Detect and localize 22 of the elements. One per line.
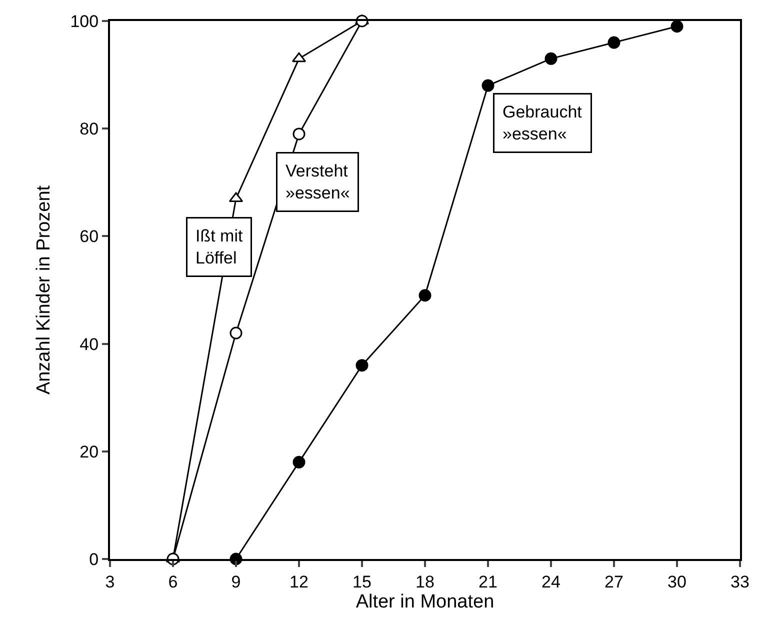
- x-tick-label: 6: [168, 572, 178, 592]
- x-tick-label: 21: [478, 572, 498, 592]
- x-tick-label: 3: [105, 572, 115, 592]
- y-tick-label: 20: [80, 442, 99, 462]
- y-tick-label: 60: [80, 227, 99, 246]
- y-axis-title: Anzahl Kinder in Prozent: [34, 184, 55, 395]
- x-tick-label: 18: [416, 572, 434, 592]
- x-tick-label: 24: [542, 572, 560, 592]
- series-label: Ißt mit Löffel: [196, 226, 243, 268]
- x-tick-label: 30: [668, 572, 686, 592]
- series-label: Gebraucht »essen«: [502, 102, 582, 144]
- y-tick-label: 0: [89, 550, 99, 569]
- x-tick-label: 27: [604, 572, 624, 592]
- x-axis-title: Alter in Monaten: [356, 591, 494, 612]
- y-tick-label: 100: [70, 12, 99, 31]
- x-tick-label: 15: [352, 572, 372, 592]
- x-tick-label: 12: [290, 572, 308, 592]
- series-label: Versteht »essen«: [286, 162, 350, 203]
- x-tick-label: 9: [231, 572, 241, 592]
- y-tick-label: 40: [80, 334, 99, 354]
- y-tick-label: 80: [80, 120, 99, 139]
- x-tick-label: 33: [730, 572, 750, 592]
